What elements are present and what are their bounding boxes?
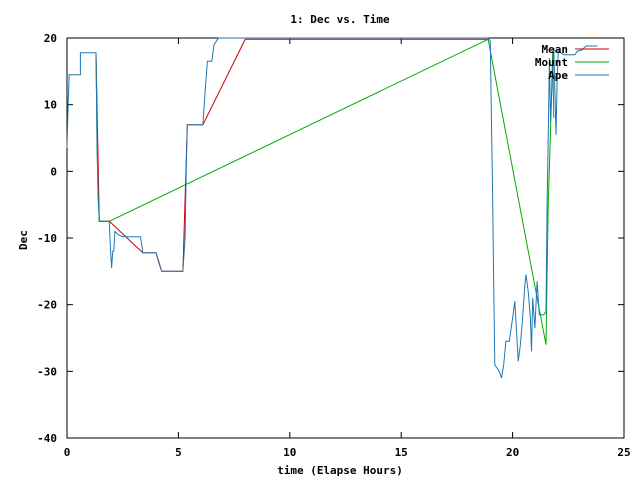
y-tick-label: -40	[37, 432, 57, 445]
x-tick-label: 20	[506, 446, 519, 459]
y-tick-label: 20	[44, 32, 57, 45]
x-tick-label: 10	[283, 446, 296, 459]
y-tick-label: -30	[37, 365, 57, 378]
series-line-mount	[95, 38, 555, 345]
series-lines	[66, 37, 598, 379]
legend-label: Mean	[542, 43, 569, 56]
plot-frame	[66, 37, 625, 439]
series-line-ape	[66, 37, 598, 379]
legend-label: Ape	[548, 69, 568, 82]
y-tick-label: 10	[44, 99, 57, 112]
x-tick-label: 0	[64, 446, 71, 459]
y-tick-label: 0	[50, 165, 57, 178]
y-axis-label: Dec	[17, 230, 30, 250]
x-axis-label: time (Elapse Hours)	[277, 464, 403, 477]
x-tick-label: 15	[395, 446, 408, 459]
legend-label: Mount	[535, 56, 568, 69]
y-tick-label: -10	[37, 232, 57, 245]
x-tick-label: 25	[617, 446, 630, 459]
y-tick-label: -20	[37, 299, 57, 312]
x-tick-label: 5	[175, 446, 182, 459]
chart-title: 1: Dec vs. Time	[290, 13, 390, 26]
series-line-mean	[95, 38, 489, 272]
axis-ticks: 0 5 10 15 20 25 -40 -30 -20 -10 0 10 20	[37, 32, 631, 459]
